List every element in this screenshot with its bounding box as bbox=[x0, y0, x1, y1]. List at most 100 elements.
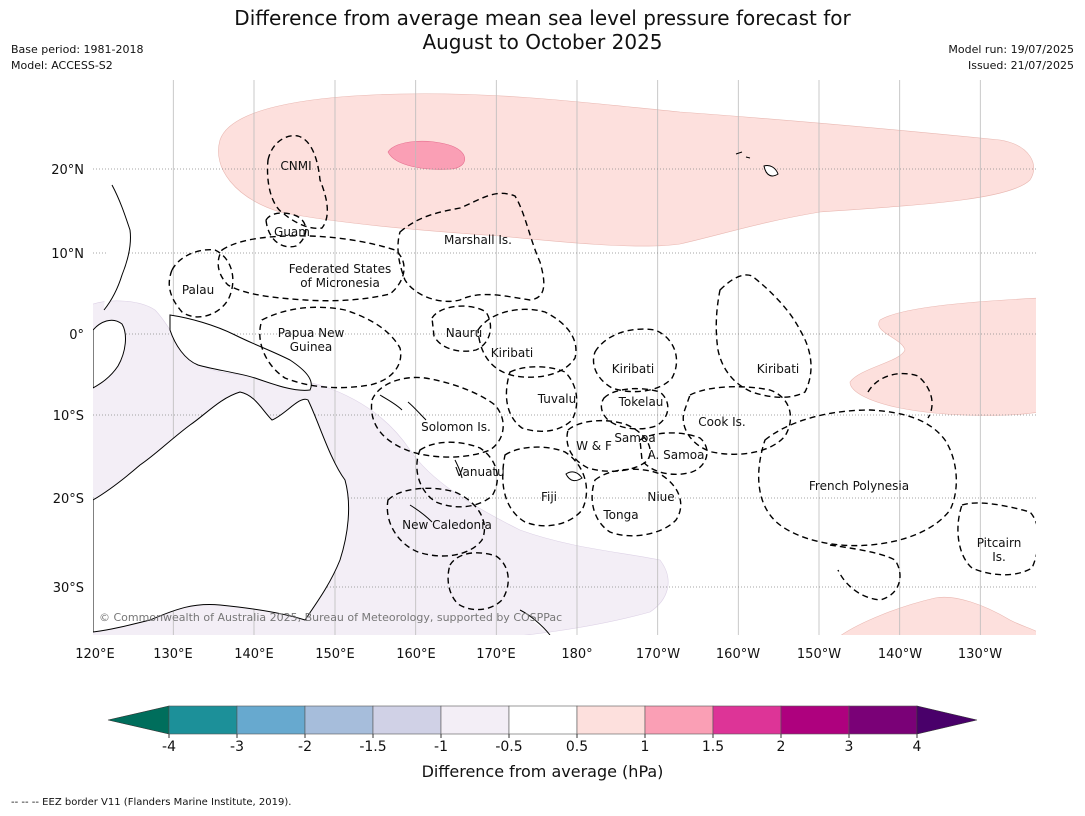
model-run-text: Model run: 19/07/2025 bbox=[948, 43, 1074, 56]
colorbar-bin bbox=[168, 705, 238, 735]
colorbar-bin bbox=[440, 705, 510, 735]
eez-nauru bbox=[431, 305, 492, 352]
map-title: Difference from average mean sea level p… bbox=[0, 6, 1085, 54]
region-label: Fiji bbox=[541, 490, 557, 504]
lat-label: 10°S bbox=[53, 409, 84, 424]
australia-coast bbox=[93, 391, 350, 633]
region-label: Tokelau bbox=[618, 395, 664, 409]
eez-french-polynesia bbox=[758, 409, 958, 547]
eez-cook bbox=[682, 386, 792, 455]
philippines-coast bbox=[103, 184, 131, 311]
colorbar bbox=[107, 705, 978, 735]
lat-label: 20°S bbox=[53, 492, 84, 507]
coastlines bbox=[93, 151, 779, 635]
region-label: Is. bbox=[992, 550, 1006, 564]
borneo-coast bbox=[93, 319, 126, 389]
region-label: French Polynesia bbox=[809, 479, 909, 493]
region-label: Kiribati bbox=[491, 346, 533, 360]
eez-kiribati-central bbox=[592, 328, 678, 393]
region-label: A. Samoa bbox=[648, 448, 705, 462]
new-zealand-coast bbox=[519, 609, 551, 635]
region-label: Guinea bbox=[290, 340, 333, 354]
title-line-2: August to October 2025 bbox=[422, 30, 663, 54]
map-panel bbox=[93, 80, 1036, 635]
fiji-islands bbox=[565, 471, 583, 482]
eez-palau bbox=[168, 248, 234, 318]
base-period-text: Base period: 1981-2018 bbox=[11, 43, 144, 56]
region-label: Marshall Is. bbox=[444, 233, 512, 247]
lon-label: 150°W bbox=[797, 647, 841, 662]
colorbar-label: Difference from average (hPa) bbox=[421, 762, 664, 781]
region-label: Niue bbox=[647, 490, 674, 504]
eez-marquesas bbox=[867, 372, 933, 419]
eez-fsm bbox=[217, 235, 405, 302]
region-label: Nauru bbox=[446, 326, 482, 340]
anomaly-positive-east bbox=[849, 297, 1036, 416]
lon-label: 160°W bbox=[716, 647, 760, 662]
lon-label: 140°W bbox=[878, 647, 922, 662]
lon-label: 170°E bbox=[476, 647, 516, 662]
lon-label: 120°E bbox=[75, 647, 115, 662]
eez-cnmi bbox=[266, 135, 329, 229]
region-label: Cook Is. bbox=[698, 415, 745, 429]
eez-wallis-samoa bbox=[566, 419, 651, 472]
region-label: Solomon Is. bbox=[421, 420, 491, 434]
region-label: W & F bbox=[576, 439, 612, 453]
anomaly-positive-southeast bbox=[840, 596, 1036, 635]
colorbar-tick-label: 1 bbox=[641, 739, 650, 755]
eez-borders bbox=[168, 135, 1036, 611]
colorbar-bin bbox=[372, 705, 442, 735]
eez-south-pacific-link bbox=[829, 544, 901, 601]
colorbar-tick-label: -3 bbox=[230, 739, 244, 755]
graticule-lat bbox=[93, 168, 1036, 588]
region-label: Federated States bbox=[289, 262, 391, 276]
colorbar-tick-label: -4 bbox=[162, 739, 176, 755]
solomon-islands bbox=[379, 394, 427, 421]
lon-label: 170°W bbox=[636, 647, 680, 662]
colorbar-tick-label: -0.5 bbox=[495, 739, 522, 755]
eez-solomon bbox=[370, 376, 504, 458]
lon-label: 180° bbox=[561, 647, 592, 662]
eez-pitcairn bbox=[957, 502, 1036, 576]
region-label: Pitcairn bbox=[977, 536, 1022, 550]
lon-label: 130°E bbox=[153, 647, 193, 662]
region-label: of Micronesia bbox=[300, 276, 380, 290]
eez-niue-tonga bbox=[591, 468, 682, 537]
eez-fiji bbox=[502, 446, 588, 527]
lon-label: 140°E bbox=[234, 647, 274, 662]
colorbar-tick-label: -1.5 bbox=[359, 739, 386, 755]
hawaii-islands bbox=[735, 151, 779, 177]
lon-label: 160°E bbox=[396, 647, 436, 662]
region-label: Vanuatu bbox=[455, 465, 505, 479]
colorbar-bin bbox=[508, 705, 578, 735]
eez-american-samoa bbox=[639, 432, 708, 476]
colorbar-bin bbox=[780, 705, 850, 735]
region-label: Tuvalu bbox=[537, 392, 577, 406]
eez-norfolk bbox=[447, 552, 509, 611]
colorbar-tick-label: 2 bbox=[777, 739, 786, 755]
region-label: Tonga bbox=[602, 508, 638, 522]
region-label: New Caledonia bbox=[402, 518, 492, 532]
eez-vanuatu bbox=[416, 441, 499, 508]
colorbar-under-extend bbox=[107, 705, 170, 735]
region-label: Samoa bbox=[614, 431, 655, 445]
colorbar-ticks: -4 -3 -2 -1.5 -1 -0.5 0.5 1 1.5 2 3 4 bbox=[162, 734, 922, 755]
colorbar-bin bbox=[576, 705, 646, 735]
colorbar-tick-label: -2 bbox=[298, 739, 312, 755]
colorbar-tick-label: 3 bbox=[845, 739, 854, 755]
meta-left: Base period: 1981-2018 Model: ACCESS-S2 bbox=[11, 42, 143, 74]
region-label: Guam bbox=[274, 225, 310, 239]
eez-kiribati-west bbox=[477, 308, 577, 378]
model-text: Model: ACCESS-S2 bbox=[11, 59, 113, 72]
colorbar-over-extend bbox=[916, 705, 978, 735]
colorbar-tick-label: 1.5 bbox=[702, 739, 724, 755]
colorbar-tick-label: -1 bbox=[434, 739, 448, 755]
lat-label: 10°N bbox=[51, 247, 84, 262]
lat-label: 30°S bbox=[53, 581, 84, 596]
lon-label: 150°E bbox=[315, 647, 355, 662]
anomaly-strong-north bbox=[387, 140, 466, 170]
colorbar-bin bbox=[644, 705, 714, 735]
colorbar-bin bbox=[304, 705, 374, 735]
copyright-text: © Commonwealth of Australia 2025, Bureau… bbox=[99, 611, 562, 624]
